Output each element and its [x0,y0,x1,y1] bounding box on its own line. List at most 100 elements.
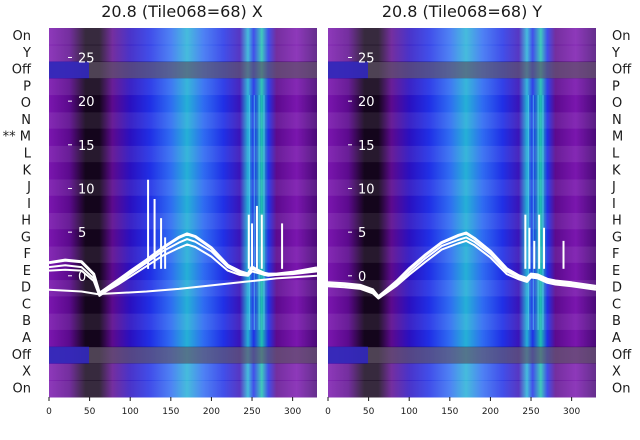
row-label: N [21,113,31,128]
heatmap-row-edge [328,61,368,79]
heatmap-stripe [258,95,260,330]
heatmap-stripe [527,95,529,330]
series-line [48,274,318,296]
inner-tick-label: 25 [78,51,95,66]
row-label: On [612,381,630,396]
heatmap-stripe [248,95,250,330]
x-tick-label: 50 [84,407,96,417]
row-label: D [21,281,31,296]
trace-lines [327,214,597,300]
heatmap-row [49,229,317,247]
heatmap-row [49,111,317,130]
series-line [327,239,597,300]
heatmap-area [49,28,317,398]
heatmap-row [49,128,317,146]
heatmap-row-edge [49,61,89,79]
x-tick-label: 200 [482,407,499,417]
heatmap-row [328,178,596,197]
row-label: On [13,381,31,396]
heatmap-row [328,145,596,163]
heatmap-row [49,329,317,348]
heatmap-row [328,262,596,281]
row-label: C [22,297,31,312]
heatmap-row [328,195,596,213]
heatmap-row-shade [328,61,596,79]
row-label: E [612,264,620,279]
trace-lines [48,179,318,297]
inner-tick-label: 20 [358,95,375,110]
row-label: G [612,230,622,245]
row-label: Off [612,63,632,78]
panel-y: 20.8 (Tile068=68) Y OnYOffPONMLKJIHGFEDC… [325,2,632,417]
heatmap-row [49,313,317,331]
heatmap-stripe [532,95,534,330]
heatmap-row-shade [328,346,596,364]
heatmap-row [328,380,596,398]
row-label: A [22,331,31,346]
row-label: ** M [3,130,31,145]
heatmap-row [49,162,317,180]
heatmap-row [49,380,317,398]
heatmap-row [328,28,596,46]
x-tick-label: 300 [284,407,301,417]
x-tick-label: 200 [203,407,220,417]
x-tick-label: 250 [522,407,539,417]
inner-y-ticks: 25 20 15 10 5 0 [348,51,375,285]
row-label: L [612,146,620,161]
heatmap-row [49,44,317,63]
row-label: P [612,79,620,94]
row-label: On [13,29,31,44]
heatmap-area [328,28,596,398]
x-tick-label: 150 [162,407,179,417]
heatmap-row [49,346,317,364]
heatmap-stripe [253,95,255,330]
heatmap-row [49,145,317,163]
row-label: Off [612,348,632,363]
x-tick-label: 300 [563,407,580,417]
heatmap-row [328,44,596,63]
inner-tick-label: 25 [358,51,375,66]
row-label: A [612,331,621,346]
heatmap-row [328,111,596,130]
row-label: K [612,163,621,178]
x-tick-label: 100 [401,407,418,417]
x-tick-label: 50 [363,407,375,417]
heatmap-row [328,329,596,348]
row-label: J [26,180,31,195]
inner-tick-label: 10 [358,182,375,197]
heatmap-row-edge [49,346,89,364]
inner-tick-label: 15 [78,139,95,154]
row-label: J [611,180,616,195]
heatmap-row [328,346,596,364]
row-label: I [612,197,616,212]
inner-y-ticks: 25 20 15 10 5 0 [68,51,95,285]
heatmap-stripe [537,95,539,330]
chart-title: 20.8 (Tile068=68) Y [382,2,543,21]
heatmap-row-shade [49,346,317,364]
heatmap-row [49,212,317,230]
x-tick-label: 150 [441,407,458,417]
heatmap-row [49,78,317,96]
inner-tick-label: 5 [358,226,366,241]
heatmap-row [328,296,596,314]
row-label: Off [12,348,32,363]
row-label: B [612,314,621,329]
heatmap-row [328,95,596,113]
row-label: I [27,197,31,212]
row-label: K [22,163,31,178]
row-label: M [612,130,623,145]
row-label: F [612,247,619,262]
row-label: X [22,365,31,380]
row-label: H [21,214,31,229]
heatmap-row [328,61,596,79]
inner-tick-label: 0 [358,270,366,285]
heatmap-row [49,262,317,281]
heatmap-row [328,246,596,264]
row-label: Off [12,63,32,78]
row-label: E [23,264,31,279]
row-label: Y [22,46,31,61]
